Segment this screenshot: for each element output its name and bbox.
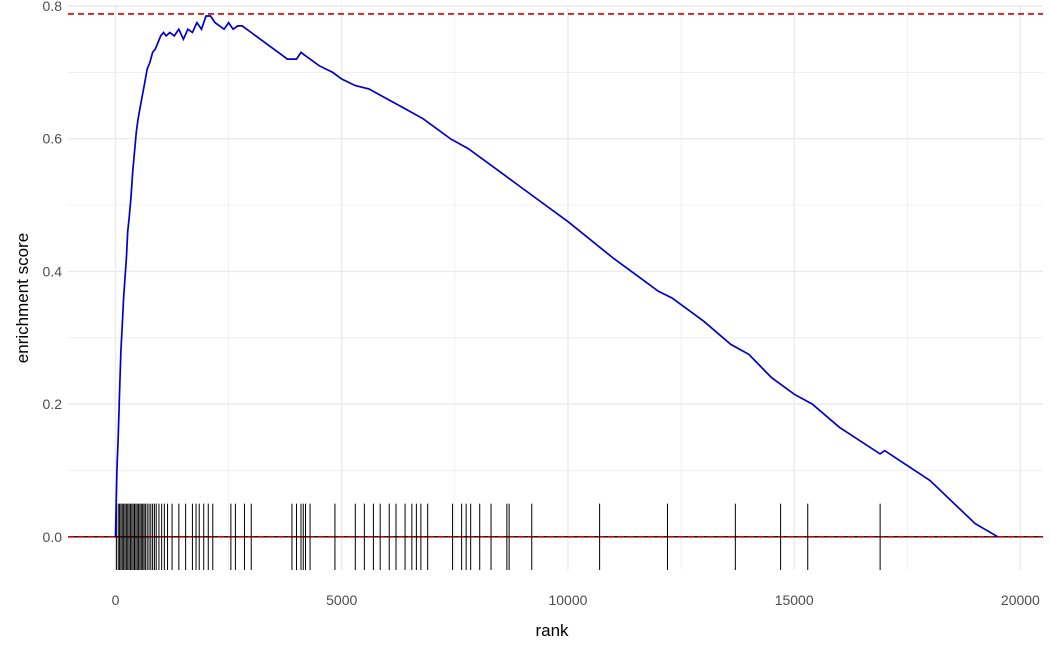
x-axis-title: rank (535, 621, 569, 640)
y-tick-label: 0.4 (43, 263, 63, 279)
x-tick-label: 5000 (326, 592, 357, 608)
x-tick-label: 15000 (775, 592, 814, 608)
x-tick-labels: 0 5000 10000 15000 20000 (112, 592, 1040, 608)
y-tick-label: 0.0 (43, 529, 63, 545)
x-tick-label: 20000 (1001, 592, 1040, 608)
y-tick-label: 0.2 (43, 396, 63, 412)
hit-marks (115, 503, 881, 570)
x-tick-label: 0 (112, 592, 120, 608)
x-tick-label: 10000 (548, 592, 587, 608)
y-tick-label: 0.6 (43, 131, 63, 147)
y-axis-title: enrichment score (13, 233, 32, 363)
y-tick-labels: 0.0 0.2 0.4 0.6 0.8 (43, 0, 63, 545)
grid-lines (68, 5, 1043, 570)
enrichment-score-line (114, 15, 999, 538)
y-tick-label: 0.8 (43, 0, 63, 14)
